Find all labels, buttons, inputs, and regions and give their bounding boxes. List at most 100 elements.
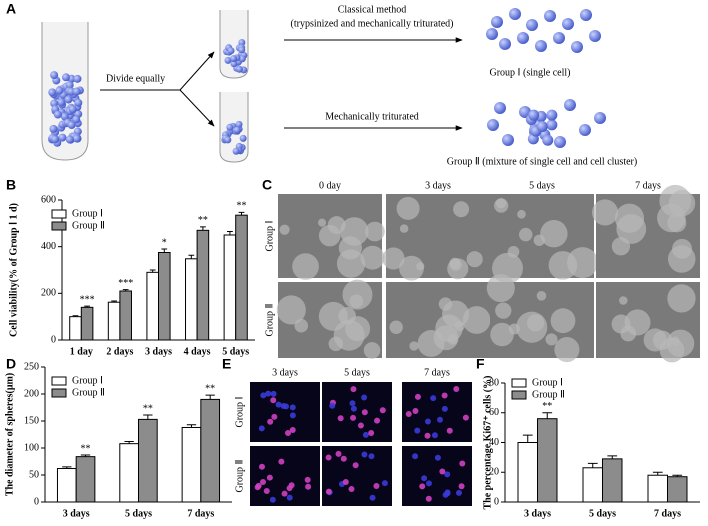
cell: [294, 318, 309, 333]
column-label: 7 days: [424, 367, 450, 378]
column-label: 3 days: [425, 180, 451, 191]
cell: [666, 329, 695, 358]
cell: [502, 134, 514, 146]
cell: [65, 135, 74, 144]
cell: [550, 308, 576, 334]
cell: [466, 251, 483, 268]
cell: [227, 47, 235, 55]
step-text: (trypsinized and mechanically triturated…: [291, 18, 454, 29]
cell: [553, 32, 565, 44]
cell: [350, 405, 357, 412]
cell: [540, 219, 568, 248]
cell: [544, 10, 556, 22]
cell: [490, 322, 514, 347]
cell: [425, 480, 432, 487]
cell: [317, 218, 327, 227]
cell: [238, 46, 246, 54]
error-bar: [143, 414, 153, 420]
cell: [74, 98, 83, 107]
y-tick-label: 80: [489, 377, 499, 388]
cell: [352, 462, 359, 469]
cell: [554, 136, 566, 148]
cell: [441, 405, 448, 412]
cell: [342, 279, 373, 310]
row-label: Group Ⅰ: [264, 220, 275, 251]
cell: [266, 474, 273, 481]
cell: [269, 496, 276, 503]
cell: [72, 134, 81, 143]
cell: [72, 87, 81, 96]
significance: **: [205, 383, 215, 394]
cell: [412, 453, 419, 460]
cell: [546, 109, 558, 121]
cell: [442, 491, 449, 498]
x-tick-label: 1 day: [70, 346, 93, 357]
legend-swatch: [511, 390, 527, 400]
cell: [260, 392, 267, 399]
cell: [67, 120, 76, 129]
significance: ***: [118, 278, 133, 289]
legend-swatch: [511, 378, 527, 388]
y-axis-label: The diameter of spheres(μm): [4, 373, 15, 496]
cell: [486, 28, 498, 40]
bar: [80, 306, 94, 341]
cell: [369, 494, 376, 501]
x-tick-label: 5 days: [222, 346, 249, 357]
cell: [667, 284, 696, 313]
cell: [424, 432, 431, 439]
column-label: 5 days: [344, 367, 370, 378]
cell: [405, 411, 412, 418]
y-tick-label: 20: [489, 467, 499, 478]
error-bar: [227, 231, 233, 235]
cell: [258, 425, 265, 432]
cell: [335, 450, 342, 457]
cell: [458, 483, 465, 490]
cell: [519, 227, 533, 242]
cell: [368, 453, 375, 460]
error-bar: [205, 394, 215, 400]
y-tick-label: 200: [24, 388, 39, 399]
cell: [289, 426, 296, 433]
cell: [442, 300, 470, 328]
cell: [342, 478, 349, 485]
legend-label: Group Ⅰ: [72, 208, 103, 219]
group-text: Group Ⅰ (single cell): [490, 67, 571, 78]
bar: [107, 301, 121, 341]
bar: [158, 252, 171, 341]
cell: [360, 245, 385, 270]
column-label: 0 day: [319, 180, 341, 191]
bar: [517, 442, 538, 503]
cell: [280, 403, 287, 410]
cell: [412, 407, 419, 414]
cell: [281, 490, 288, 497]
significance: **: [236, 201, 246, 212]
cell: [399, 255, 424, 281]
error-bar: [522, 434, 533, 443]
cell: [226, 123, 234, 131]
cell: [286, 494, 293, 501]
bar: [69, 316, 82, 341]
x-tick-label: 7 days: [187, 508, 214, 519]
cell: [50, 71, 59, 80]
cell: [338, 307, 356, 325]
legend-label: Group Ⅱ: [72, 387, 105, 398]
error-bar: [238, 211, 245, 216]
cell: [554, 337, 580, 363]
cell: [49, 124, 58, 133]
legend-swatch: [51, 221, 67, 231]
cell: [389, 320, 403, 334]
cell: [381, 480, 388, 487]
y-tick-label: 0: [34, 496, 39, 507]
cell: [328, 336, 344, 352]
cell: [431, 432, 438, 439]
cell: [265, 390, 272, 397]
cell: [224, 56, 232, 64]
cell: [519, 106, 531, 118]
cell: [424, 418, 431, 425]
arrow: [179, 51, 215, 91]
y-tick-label: 0: [51, 334, 56, 345]
cell: [619, 296, 628, 305]
cell: [289, 404, 296, 411]
legend-label: Group Ⅱ: [532, 389, 565, 400]
